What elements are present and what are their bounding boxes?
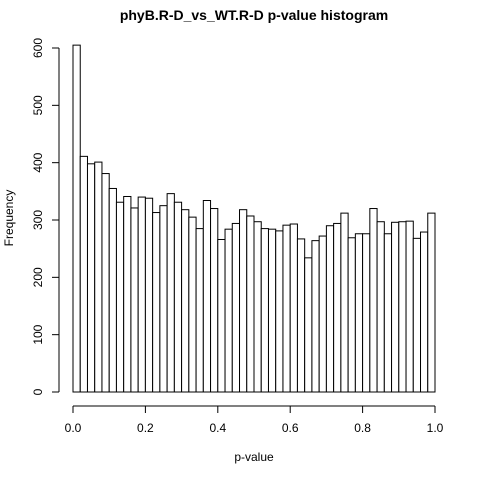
histogram-bar [152,212,161,393]
x-tick-label: 0.6 [282,421,299,435]
x-axis: 0.0 0.2 0.4 0.6 0.8 1.0 [65,405,444,435]
histogram-bar [173,201,183,393]
histogram-bar [202,200,212,393]
histogram-bar [246,215,255,393]
histogram-bar [311,240,320,393]
histogram-bar [412,237,422,393]
histogram-bar [333,222,342,393]
histogram-bar [304,257,313,393]
histogram-bar [86,163,96,393]
histogram-bar [347,237,356,393]
histogram-bar [137,196,146,393]
histogram-bar [325,225,335,393]
histogram-bar [253,221,262,393]
histogram-bar [267,228,277,393]
histogram-bar [72,44,81,393]
histogram-bar [296,238,306,393]
histogram-bar [79,155,88,393]
histogram-bar [391,221,400,393]
x-axis-label: p-value [234,450,274,464]
histogram-bar [123,195,132,393]
x-tick-label: 1.0 [427,421,444,435]
y-tick-label: 500 [31,95,45,115]
histogram-bar [362,233,371,393]
histogram-bar [181,209,190,393]
histogram-bar [354,233,364,393]
x-tick-label: 0.8 [354,421,371,435]
y-tick-label: 100 [31,324,45,344]
chart-title: phyB.R-D_vs_WT.R-D p-value histogram [120,7,388,23]
histogram-bar [101,173,110,393]
histogram-bar [275,230,284,393]
histogram-bar [94,161,103,393]
histogram-bar [369,208,378,393]
histogram-bar [282,224,291,393]
bars-group [72,44,436,393]
histogram-bar [166,193,175,393]
histogram-bar [115,201,125,393]
histogram-bar [398,221,407,393]
histogram-bar [144,197,154,393]
y-tick-label: 200 [31,267,45,287]
histogram-bar [427,212,436,393]
histogram-bar [217,238,226,393]
histogram-bar [260,228,269,393]
histogram-bar [159,205,168,393]
y-tick-label: 400 [31,152,45,172]
histogram-bar [318,235,327,393]
histogram-bar [130,207,139,393]
histogram-bar [108,187,117,393]
histogram-bar [340,212,349,393]
x-tick-label: 0.0 [65,421,82,435]
histogram-bar [289,223,298,393]
histogram-bar [224,228,233,393]
y-axis: 0 100 200 300 400 500 600 [31,38,60,395]
histogram-bar [231,222,241,393]
x-tick-label: 0.4 [209,421,226,435]
histogram-bar [188,216,197,393]
y-tick-label: 300 [31,210,45,230]
histogram-bar [405,220,414,393]
histogram-bar [383,233,393,393]
histogram-bar [195,228,204,393]
histogram-bar [239,209,248,393]
y-tick-label: 600 [31,38,45,58]
histogram-bar [210,208,219,393]
histogram-bar [420,231,429,393]
y-axis-label: Frequency [2,190,16,247]
y-tick-label: 0 [31,388,45,395]
x-tick-label: 0.2 [137,421,154,435]
histogram-bar [376,221,385,393]
